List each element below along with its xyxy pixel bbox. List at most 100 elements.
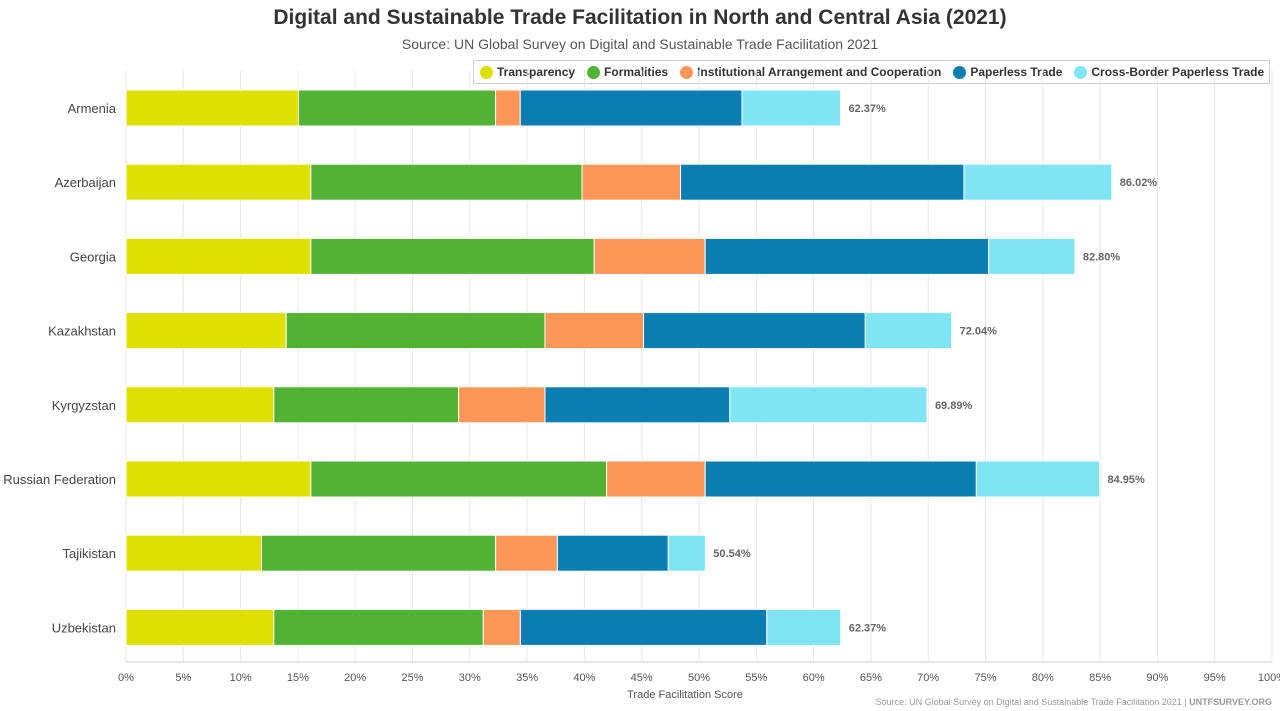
x-tick-label: 30% <box>459 672 481 684</box>
legend-swatch-icon <box>953 65 967 79</box>
bar-segment-cross-border-paperless-trade <box>729 386 928 424</box>
legend-label: Formalities <box>604 65 669 79</box>
bar-segment-cross-border-paperless-trade <box>975 460 1101 498</box>
x-tick-label: 60% <box>803 672 825 684</box>
x-tick-label: 50% <box>688 672 710 684</box>
category-label: Kazakhstan <box>48 324 116 339</box>
x-axis-title: Trade Facilitation Score <box>627 689 743 701</box>
legend-item[interactable]: Transparency <box>480 65 575 79</box>
bar-segment-paperless-trade <box>519 608 768 646</box>
x-tick-label: 70% <box>917 672 939 684</box>
category-label: Armenia <box>68 101 117 116</box>
x-tick-label: 40% <box>573 672 595 684</box>
x-tick-label: 90% <box>1146 672 1168 684</box>
bar-segment-transparency <box>125 386 275 424</box>
category-label: Georgia <box>70 249 117 264</box>
bar-segment-transparency <box>125 89 299 127</box>
bar-segment-paperless-trade <box>544 386 731 424</box>
bar-segment-institutional-arrangement-and-cooperation <box>495 89 521 127</box>
bar-segment-transparency <box>125 534 263 572</box>
legend-item[interactable]: Formalities <box>587 65 668 79</box>
bar-segment-cross-border-paperless-trade <box>741 89 842 127</box>
footer-source-text: Source: UN Global Survey on Digital and … <box>875 697 1182 707</box>
bar-segment-transparency <box>125 237 312 275</box>
legend-label: Paperless Trade <box>970 65 1063 79</box>
x-tick-label: 65% <box>860 672 882 684</box>
chart-legend: Transparency Formalities Institutional Arr… <box>473 60 1270 84</box>
x-tick-label: 75% <box>974 672 996 684</box>
x-tick-label: 85% <box>1089 672 1111 684</box>
bar-segment-formalities <box>297 89 497 127</box>
x-tick-label: 35% <box>516 672 538 684</box>
total-data-label: 86.02% <box>1120 177 1158 189</box>
bar-segment-paperless-trade <box>556 534 669 572</box>
chart-title: Digital and Sustainable Trade Facilitati… <box>273 6 1007 29</box>
chart-subtitle: Source: UN Global Survey on Digital and … <box>401 36 879 52</box>
bar-segment-paperless-trade <box>704 237 990 275</box>
legend-label: Cross-Border Paperless Trade <box>1091 65 1265 79</box>
category-label: Azerbaijan <box>55 175 116 190</box>
bar-segment-transparency <box>125 608 275 646</box>
total-data-label: 72.04% <box>960 326 998 338</box>
footer-separator: | <box>1181 697 1190 707</box>
x-tick-label: 55% <box>745 672 767 684</box>
total-data-label: 84.95% <box>1108 474 1146 486</box>
legend-item[interactable]: Institutional Arrangement and Cooperatio… <box>680 65 941 79</box>
bar-segment-paperless-trade <box>680 163 965 201</box>
category-label: Tajikistan <box>63 546 116 561</box>
bar-segment-institutional-arrangement-and-cooperation <box>544 312 645 350</box>
legend-swatch-icon <box>1074 65 1088 79</box>
bar-segment-transparency <box>125 163 312 201</box>
bar-segment-formalities <box>285 312 546 350</box>
x-tick-label: 15% <box>287 672 309 684</box>
x-tick-label: 5% <box>175 672 191 684</box>
bar-segment-institutional-arrangement-and-cooperation <box>593 237 706 275</box>
legend-item[interactable]: Cross-Border Paperless Trade <box>1074 65 1264 79</box>
legend-swatch-icon <box>587 65 601 79</box>
total-data-label: 50.54% <box>713 548 751 560</box>
x-tick-label: 0% <box>118 672 134 684</box>
footer-site-link[interactable]: UNTFSURVEY.ORG <box>1189 697 1272 707</box>
bar-segment-formalities <box>273 386 460 424</box>
x-tick-label: 20% <box>344 672 366 684</box>
legend-swatch-icon <box>680 65 694 79</box>
bar-segment-formalities <box>310 460 608 498</box>
bar-segment-cross-border-paperless-trade <box>766 608 842 646</box>
total-data-label: 82.80% <box>1083 251 1121 263</box>
source-footnote: Source: UN Global Survey on Digital and … <box>876 697 1272 707</box>
bar-segment-cross-border-paperless-trade <box>963 163 1113 201</box>
legend-swatch-icon <box>480 65 493 79</box>
x-tick-label: 80% <box>1032 672 1054 684</box>
category-label: Kyrgyzstan <box>52 398 116 413</box>
x-tick-label: 100% <box>1258 672 1280 684</box>
legend-label: Institutional Arrangement and Cooperatio… <box>697 65 942 79</box>
bar-segment-institutional-arrangement-and-cooperation <box>581 163 682 201</box>
bar-segment-paperless-trade <box>519 89 743 127</box>
x-tick-label: 25% <box>401 672 423 684</box>
bar-segment-formalities <box>273 608 484 646</box>
bar-segment-institutional-arrangement-and-cooperation <box>482 608 521 646</box>
bar-segment-institutional-arrangement-and-cooperation <box>606 460 706 498</box>
x-tick-label: 95% <box>1204 672 1226 684</box>
bar-segment-paperless-trade <box>643 312 866 350</box>
bar-segment-transparency <box>125 460 312 498</box>
total-data-label: 69.89% <box>935 400 973 412</box>
legend-label: Transparency <box>497 65 576 79</box>
bar-segment-cross-border-paperless-trade <box>988 237 1076 275</box>
bar-segment-formalities <box>310 237 595 275</box>
bar-segment-institutional-arrangement-and-cooperation <box>495 534 558 572</box>
bar-segment-paperless-trade <box>704 460 977 498</box>
bar-segment-transparency <box>125 312 287 350</box>
category-label: Russian Federation <box>3 472 116 487</box>
bar-segment-institutional-arrangement-and-cooperation <box>458 386 546 424</box>
bar-segment-formalities <box>261 534 497 572</box>
bar-segment-cross-border-paperless-trade <box>667 534 706 572</box>
bar-segment-formalities <box>310 163 583 201</box>
bar-segment-cross-border-paperless-trade <box>864 312 953 350</box>
legend-item[interactable]: Paperless Trade <box>953 65 1062 79</box>
total-data-label: 62.37% <box>849 622 887 634</box>
x-tick-label: 45% <box>631 672 653 684</box>
category-label: Uzbekistan <box>52 620 116 635</box>
x-tick-label: 10% <box>230 672 252 684</box>
